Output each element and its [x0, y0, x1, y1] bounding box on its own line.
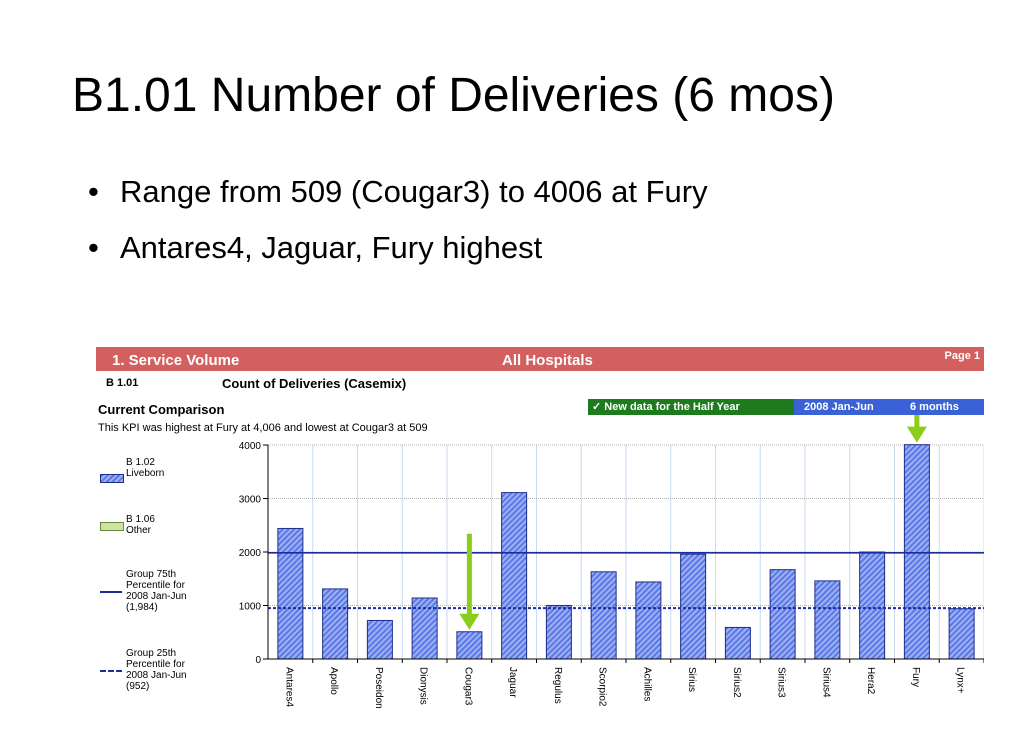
- x-tick-label: Poseidon: [373, 667, 384, 709]
- deliveries-bar-chart: 0 1000 2000 3000 4000 Antares4 Apollo Poseidon D…: [239, 415, 984, 709]
- x-tick-label: Cougar3: [462, 667, 473, 706]
- bar-sirius: [680, 553, 707, 660]
- section-header-band: 1. Service Volume All Hospitals Page 1: [96, 347, 984, 371]
- bar-sirius3: [769, 569, 796, 660]
- x-tick-label: Sirius3: [776, 667, 787, 698]
- x-tick-label: Achilles: [641, 667, 652, 701]
- bar-fury: [903, 444, 930, 660]
- dashed-line-icon: [100, 670, 122, 672]
- x-tick-label: Hera2: [865, 667, 876, 695]
- bar-apollo: [322, 588, 349, 660]
- section-title: 1. Service Volume: [112, 352, 240, 369]
- y-tick-label: 1000: [239, 602, 262, 613]
- kpi-title: Count of Deliveries (Casemix): [222, 376, 407, 391]
- bar-poseidon: [366, 619, 393, 660]
- report-panel: 1. Service Volume All Hospitals Page 1 B…: [96, 347, 984, 737]
- bar-achilles: [635, 581, 662, 660]
- scope-title: All Hospitals: [502, 352, 593, 369]
- bar-sirius4: [814, 580, 841, 660]
- kpi-code: B 1.01: [106, 377, 139, 389]
- page-number: Page 1: [944, 350, 980, 362]
- y-tick-label: 4000: [239, 441, 262, 452]
- y-tick-label: 3000: [239, 495, 262, 506]
- period-band: 2008 Jan-Jun 6 months: [794, 399, 984, 415]
- bar-regulus: [545, 605, 572, 660]
- solid-line-icon: [100, 591, 122, 593]
- x-tick-label: Scorpio2: [597, 667, 608, 707]
- period-length: 6 months: [910, 401, 959, 413]
- arrow-down-icon: [459, 613, 480, 630]
- x-tick-label: Apollo: [328, 667, 339, 695]
- x-tick-label: Lynx+: [955, 667, 966, 694]
- x-tick-label: Sirius: [686, 667, 697, 692]
- x-tick-label: Fury: [910, 667, 921, 687]
- liveborn-swatch-icon: [100, 474, 124, 483]
- legend-label: Group 75th Percentile for 2008 Jan-Jun (…: [126, 569, 187, 613]
- bullet-list: Range from 509 (Cougar3) to 4006 at Fury…: [88, 170, 708, 282]
- x-tick-label: Sirius4: [820, 667, 831, 698]
- x-tick-label: Sirius2: [731, 667, 742, 698]
- other-swatch-icon: [100, 522, 124, 531]
- y-tick-label: 2000: [239, 548, 262, 559]
- x-tick-label: Antares4: [283, 667, 294, 707]
- bar-jaguar: [501, 492, 528, 660]
- x-tick-label: Jaguar: [507, 667, 518, 698]
- bar-lynx+: [948, 608, 975, 660]
- bar-sirius2: [724, 626, 751, 660]
- arrow-down-icon: [906, 426, 927, 443]
- legend-label: Group 25th Percentile for 2008 Jan-Jun (…: [126, 648, 187, 692]
- x-tick-label: Regulus: [552, 667, 563, 704]
- new-data-badge: ✓ New data for the Half Year: [588, 399, 794, 415]
- bullet-highest: Antares4, Jaguar, Fury highest: [88, 226, 708, 282]
- bar-antares4: [277, 527, 304, 660]
- bar-hera2: [859, 551, 886, 660]
- y-tick-label: 0: [255, 655, 261, 666]
- bullet-range: Range from 509 (Cougar3) to 4006 at Fury: [88, 170, 708, 226]
- kpi-note: This KPI was highest at Fury at 4,006 an…: [98, 422, 428, 434]
- comparison-heading: Current Comparison: [98, 402, 225, 417]
- x-tick-label: Dionysis: [418, 667, 429, 705]
- legend-label: B 1.02 Liveborn: [126, 457, 165, 479]
- period-label: 2008 Jan-Jun: [804, 401, 874, 413]
- slide-title: B1.01 Number of Deliveries (6 mos): [72, 69, 835, 122]
- bar-cougar3: [456, 631, 483, 660]
- bar-scorpio2: [590, 571, 617, 660]
- legend-label: B 1.06 Other: [126, 514, 155, 536]
